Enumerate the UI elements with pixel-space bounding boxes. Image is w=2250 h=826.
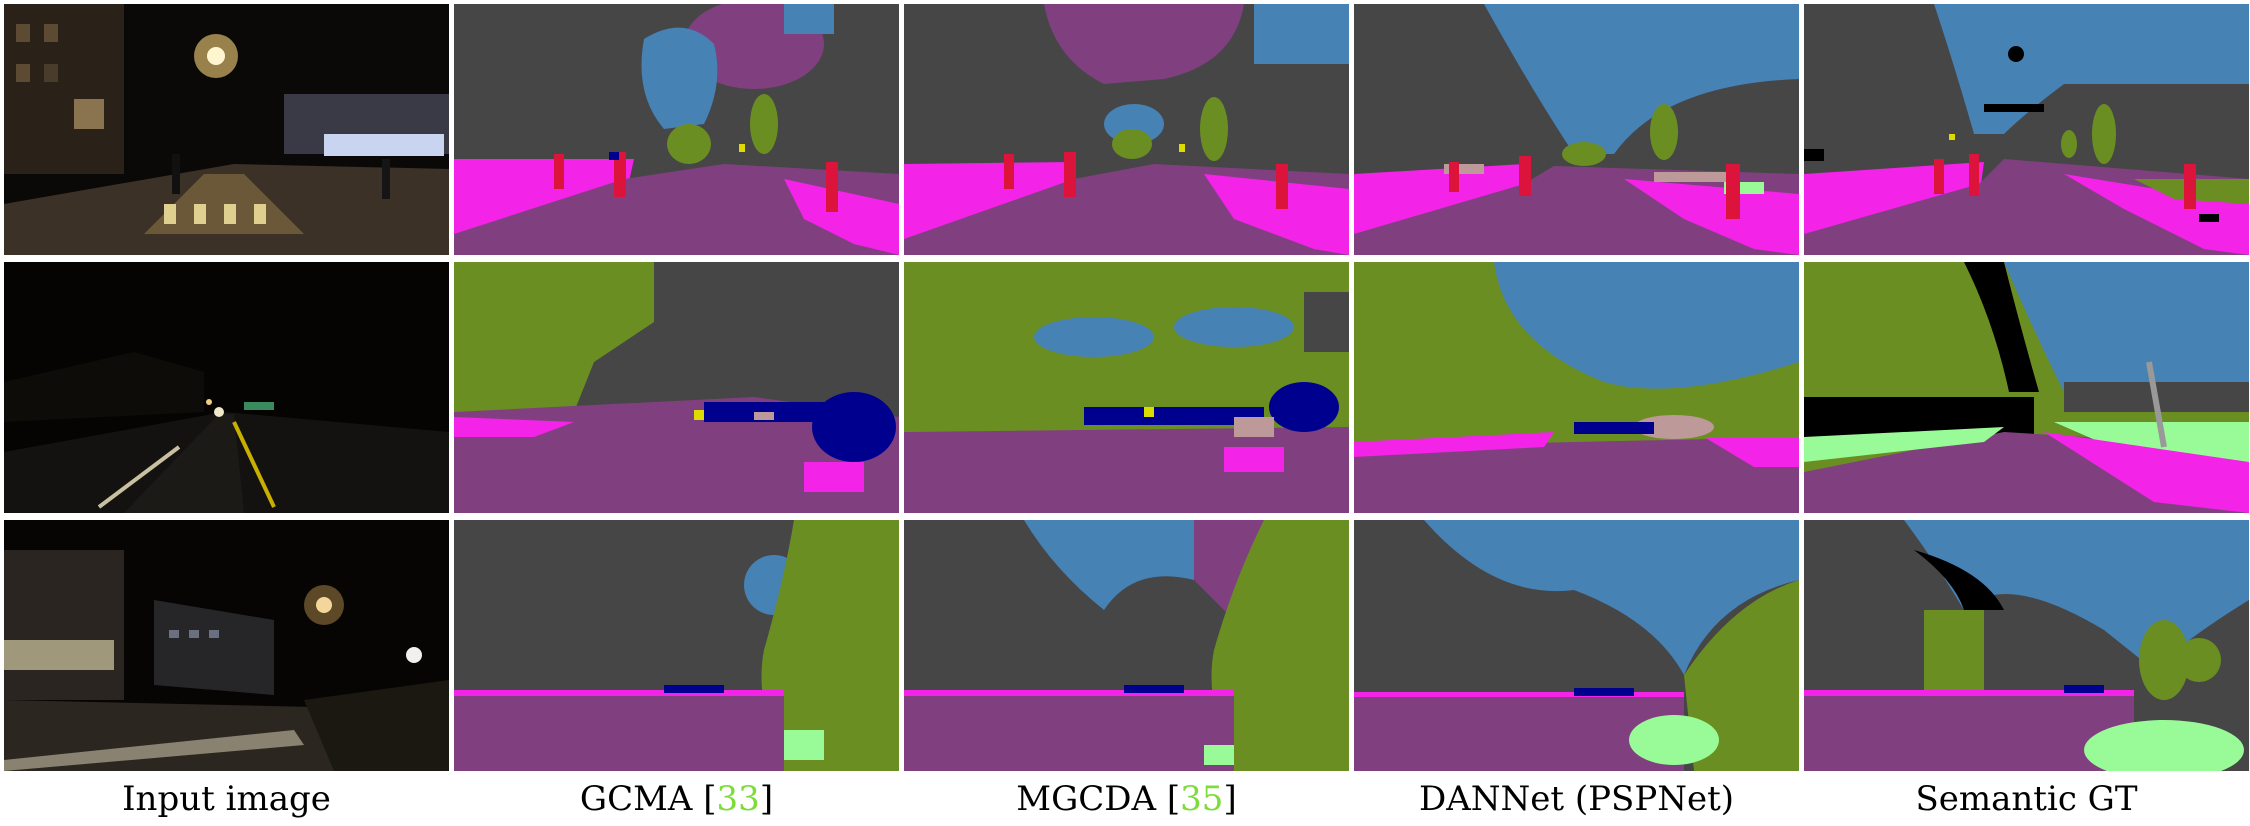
qualitative-comparison-grid — [4, 4, 2249, 771]
row3-mgcda-segmentation — [904, 520, 1349, 771]
row2-mgcda-segmentation — [904, 262, 1349, 513]
row1-dannet-segmentation — [1354, 4, 1799, 255]
row2-input-image — [4, 262, 449, 513]
row3-semantic-gt — [1804, 520, 2249, 771]
row1-semantic-gt — [1804, 4, 2249, 255]
caption-label: MGCDA — [1016, 779, 1157, 819]
citation-link[interactable]: 35 — [1180, 779, 1224, 819]
row3-gcma-segmentation — [454, 520, 899, 771]
caption-label: DANNet (PSPNet) — [1418, 779, 1734, 819]
caption-label: Input image — [122, 779, 331, 819]
row2-dannet-segmentation — [1354, 262, 1799, 513]
row1-input-image — [4, 4, 449, 255]
caption-gcma: GCMA [33] — [579, 779, 774, 819]
row2-semantic-gt — [1804, 262, 2249, 513]
caption-dannet: DANNet (PSPNet) — [1354, 776, 1799, 822]
caption-semantic-gt: Semantic GT — [1804, 776, 2249, 822]
caption-label: GCMA — [579, 779, 693, 819]
row2-gcma-segmentation — [454, 262, 899, 513]
row1-gcma-segmentation — [454, 4, 899, 255]
caption-input-image: Input image — [4, 776, 449, 822]
row3-input-image — [4, 520, 449, 771]
caption-mgcda: MGCDA [35] — [1016, 779, 1237, 819]
row1-mgcda-segmentation — [904, 4, 1349, 255]
caption-label: Semantic GT — [1915, 779, 2138, 819]
row3-dannet-segmentation — [1354, 520, 1799, 771]
citation-link[interactable]: 33 — [716, 779, 760, 819]
